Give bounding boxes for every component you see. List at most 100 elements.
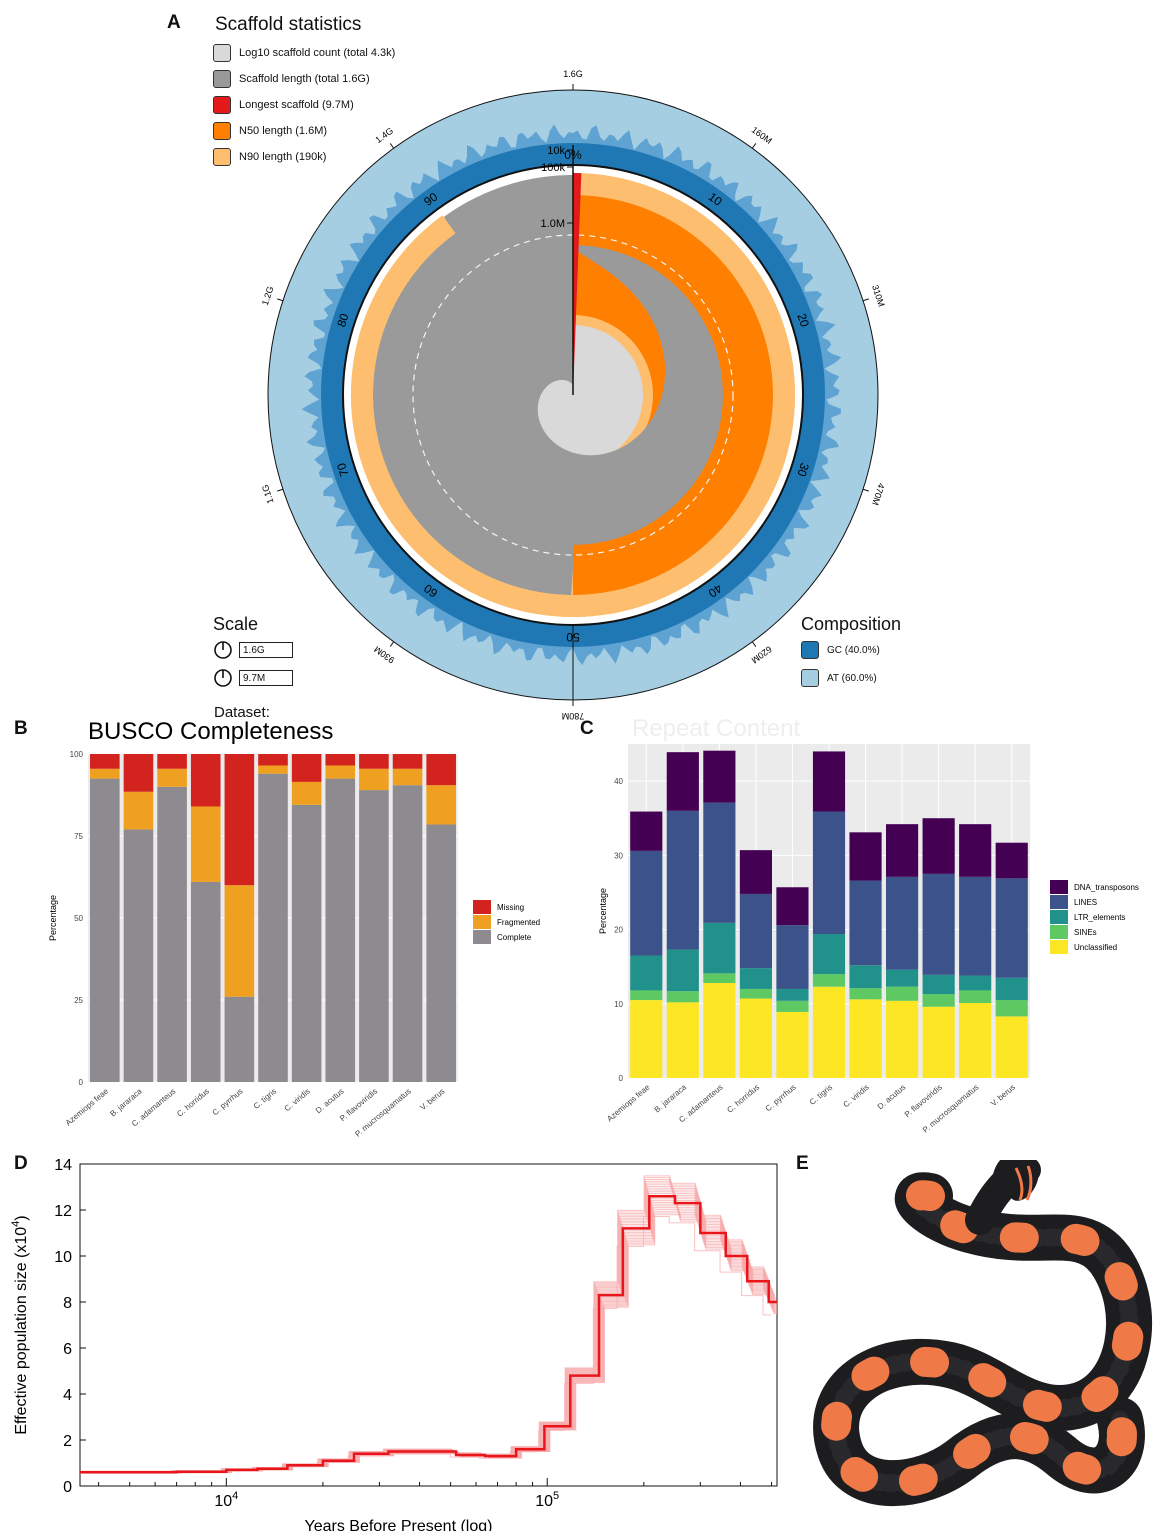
x-tick-label: V. berus — [989, 1083, 1017, 1109]
legend-swatch — [1050, 880, 1068, 894]
bar-segment — [703, 982, 736, 1078]
scaffold-legend-item: N50 length (1.6M) — [213, 118, 395, 144]
bar-segment — [922, 994, 955, 1007]
legend-label: LINES — [1074, 898, 1097, 907]
bar-segment — [922, 1006, 955, 1078]
bar-segment — [291, 804, 322, 1082]
at-swatch — [801, 669, 819, 687]
x-tick-label: C. pyrrhus — [211, 1087, 245, 1118]
bar-segment — [123, 829, 154, 1082]
bar-segment — [630, 955, 663, 991]
percent-tick-label: 20 — [794, 312, 812, 329]
legend-label: SINEs — [1074, 928, 1097, 937]
y-tick-label: 0 — [619, 1074, 624, 1083]
bar-segment — [703, 802, 736, 923]
legend-label: Unclassified — [1074, 943, 1117, 952]
bar-segment — [90, 778, 120, 1082]
bar-segment — [157, 754, 187, 769]
bar-segment — [157, 768, 187, 787]
radial-tick-label: 100k — [541, 162, 565, 174]
y-axis-label: Percentage — [48, 895, 58, 941]
scale-total-value: 1.6G — [239, 642, 293, 658]
bar-segment — [959, 876, 992, 976]
bar-segment — [995, 1000, 1028, 1017]
bar-segment — [739, 850, 772, 894]
panel-label-a: A — [167, 12, 181, 33]
bar-segment — [258, 773, 288, 1082]
legend-swatch — [213, 148, 231, 166]
scale-title: Scale — [213, 614, 259, 634]
bar-segment — [630, 850, 663, 956]
outer-tick — [862, 298, 869, 302]
legend-swatch — [213, 44, 231, 62]
bar-segment — [666, 810, 699, 950]
bar-segment — [123, 754, 154, 792]
percent-tick-label: 70 — [334, 461, 352, 478]
scaffold-legend-item: N90 length (190k) — [213, 144, 395, 170]
y-tick-label: 0 — [63, 1479, 72, 1496]
bar-segment — [739, 893, 772, 969]
bar-segment — [812, 811, 846, 935]
bar-segment — [190, 754, 221, 807]
outer-tick-label: 1.6G — [563, 69, 583, 79]
x-tick-label: P. mucrosquamatus — [353, 1087, 412, 1139]
bar-segment — [426, 824, 456, 1082]
x-tick-label: D. acutus — [876, 1083, 908, 1112]
snake-photo — [813, 1160, 1153, 1507]
bar-segment — [666, 949, 699, 992]
percent-tick-label: 0% — [564, 148, 582, 162]
bar-segment — [776, 1011, 809, 1078]
bar-segment — [190, 806, 221, 882]
outer-tick-label: 930M — [372, 644, 396, 665]
x-tick-label: C. tigris — [252, 1087, 279, 1111]
bar-segment — [849, 880, 882, 966]
panel-label-d: D — [14, 1153, 28, 1174]
bar-segment — [90, 754, 120, 769]
longest-scaffold-wedge — [573, 173, 582, 395]
scaffold-legend-item: Log10 scaffold count (total 4.3k) — [213, 40, 395, 66]
y-axis-label: Effective population size (x104) — [10, 1215, 30, 1434]
y-tick-label: 10 — [614, 1000, 623, 1009]
bar-segment — [886, 824, 919, 877]
bar-segment — [812, 986, 846, 1078]
y-tick-label: 25 — [74, 996, 83, 1005]
y-tick-label: 50 — [74, 914, 83, 923]
chart-title: Repeat Content — [632, 715, 800, 742]
y-tick-label: 30 — [614, 851, 623, 860]
radial-tick-label: 1.0M — [541, 218, 565, 230]
outer-tick — [277, 298, 284, 302]
y-tick-label: 4 — [63, 1387, 72, 1404]
bar-segment — [849, 965, 882, 989]
snail-plot: 10k 100k 1.0M 1.6G 160M 310M 470M 620M 780M 930M 1… — [260, 69, 887, 720]
y-tick-label: 40 — [614, 777, 623, 786]
panel-label-e: E — [796, 1153, 809, 1174]
scaffold-legend: Scaffold statistics Log10 scaffold count… — [213, 14, 395, 170]
y-tick-label: 20 — [614, 926, 623, 935]
x-tick-label: C. tigris — [808, 1083, 835, 1107]
bar-segment — [995, 842, 1028, 879]
bar-segment — [739, 988, 772, 999]
bar-segment — [959, 990, 992, 1004]
legend-swatch — [213, 122, 231, 140]
scaffold-legend-item: Scaffold length (total 1.6G) — [213, 66, 395, 92]
bar-segment — [190, 881, 221, 1082]
outer-tick-label: 620M — [750, 644, 774, 665]
x-tick-label: Azemiops feae — [64, 1086, 111, 1127]
y-tick-label: 12 — [54, 1203, 72, 1220]
bar-segment — [886, 1000, 919, 1078]
percent-tick-label: 30 — [794, 461, 812, 478]
legend-swatch — [1050, 925, 1068, 939]
legend-label: Complete — [497, 933, 532, 942]
x-tick-label: C. pyrrhus — [764, 1083, 798, 1114]
outer-tick — [389, 143, 395, 149]
bar-segment — [776, 887, 809, 926]
bar-segment — [224, 996, 255, 1082]
legend-label: Missing — [497, 903, 524, 912]
bar-segment — [258, 765, 288, 774]
scale-longest-value: 9.7M — [239, 670, 293, 686]
legend-label: N50 length (1.6M) — [239, 125, 328, 137]
outer-tick — [862, 488, 869, 492]
bar-segment — [359, 790, 389, 1082]
composition-legend: Composition GC (40.0%) AT (60.0%) — [801, 614, 901, 691]
percent-tick-label: 50 — [566, 630, 580, 644]
